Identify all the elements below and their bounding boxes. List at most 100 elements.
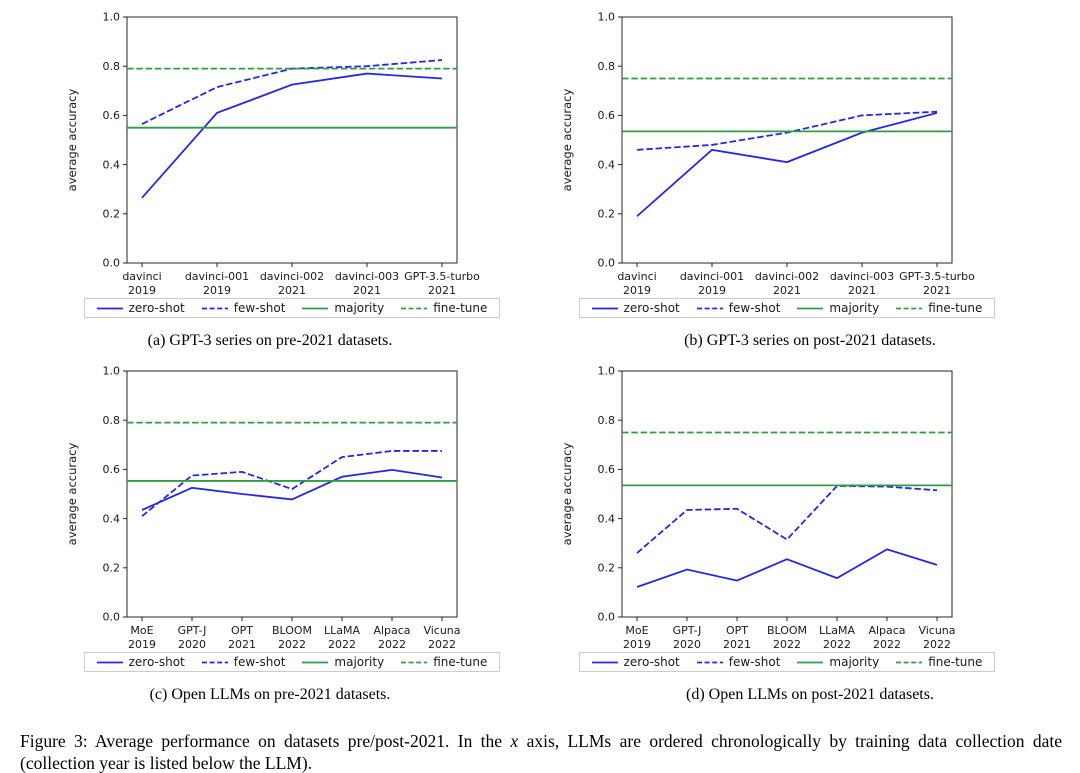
y-tick-label: 0.0 bbox=[598, 611, 616, 624]
legend-sample-solid-line-icon bbox=[96, 661, 123, 663]
legend-label-few-shot: few-shot bbox=[728, 655, 781, 669]
figure-caption: Figure 3: Average performance on dataset… bbox=[20, 730, 1062, 773]
legend-label-majority: majority bbox=[334, 301, 385, 315]
y-tick-label: 0.6 bbox=[103, 463, 121, 476]
x-tick-label-year: 2019 bbox=[698, 284, 726, 297]
y-tick-label: 0.8 bbox=[103, 414, 121, 427]
legend-item-zero-shot: zero-shot bbox=[96, 301, 185, 315]
legend-wrap-a: zero-shot few-shot majority fine-tune bbox=[60, 298, 540, 318]
plot-box bbox=[621, 16, 953, 264]
legend-c: zero-shot few-shot majority fine-tune bbox=[83, 652, 501, 672]
x-tick-label-model: GPT-3.5-turbo bbox=[404, 270, 480, 283]
x-tick-label-model: OPT bbox=[231, 624, 253, 637]
legend-sample-dashed-line-icon bbox=[401, 661, 428, 663]
legend-item-few-shot: few-shot bbox=[201, 301, 286, 315]
legend-label-majority: majority bbox=[829, 655, 880, 669]
x-tick-label-model: Alpaca bbox=[373, 624, 410, 637]
legend-sample-dashed-line-icon bbox=[696, 661, 723, 663]
legend-item-few-shot: few-shot bbox=[201, 655, 285, 669]
x-tick-label-model: davinci-003 bbox=[335, 270, 399, 283]
legend-item-majority: majority bbox=[797, 655, 879, 669]
y-axis-label: average accuracy bbox=[65, 88, 79, 191]
series-zero-shot-line bbox=[141, 72, 443, 199]
legend-item-zero-shot: zero-shot bbox=[591, 301, 680, 315]
legend-item-majority: majority bbox=[302, 301, 384, 315]
x-tick-label-year: 2021 bbox=[428, 284, 456, 297]
legend-sample-solid-line-icon bbox=[797, 661, 824, 663]
x-tick-label-model: OPT bbox=[726, 624, 748, 637]
y-axis-label: average accuracy bbox=[560, 88, 574, 191]
legend-item-zero-shot: zero-shot bbox=[591, 655, 680, 669]
y-tick-label: 0.2 bbox=[598, 208, 616, 221]
y-tick-label: 0.4 bbox=[598, 158, 616, 171]
x-tick-label-model: Alpaca bbox=[868, 624, 905, 637]
y-tick-label: 0.2 bbox=[103, 562, 121, 575]
chart-block-b: 0.0 0.2 0.4 0.6 0.8 1.0 average accuracy davinc… bbox=[555, 10, 1035, 318]
legend-item-zero-shot: zero-shot bbox=[96, 655, 185, 669]
legend-b: zero-shot few-shot majority fine-tune bbox=[578, 298, 996, 318]
x-tick-label-year: 2021 bbox=[923, 284, 951, 297]
series-few-shot-line bbox=[141, 59, 443, 125]
x-tick-label-model: GPT-J bbox=[673, 624, 702, 637]
legend-sample-solid-line-icon bbox=[591, 307, 618, 309]
legend-sample-dashed-line-icon bbox=[696, 307, 723, 309]
x-tick-label-year: 2022 bbox=[823, 638, 851, 651]
x-tick-label-year: 2022 bbox=[328, 638, 356, 651]
x-tick-label-year: 2022 bbox=[773, 638, 801, 651]
x-tick-label-model: GPT-J bbox=[178, 624, 207, 637]
x-tick-label-year: 2022 bbox=[428, 638, 456, 651]
y-tick-label: 0.8 bbox=[598, 60, 616, 73]
y-tick-label: 1.0 bbox=[103, 365, 121, 378]
y-tick-label: 0.2 bbox=[103, 208, 121, 221]
chart-block-d: 0.0 0.2 0.4 0.6 0.8 1.0 average accuracy MoE 201… bbox=[555, 364, 1035, 672]
y-tick-label: 0.6 bbox=[103, 109, 121, 122]
legend-item-few-shot: few-shot bbox=[696, 655, 781, 669]
subplot-a: 0.0 0.2 0.4 0.6 0.8 1.0 average accuracy davinc… bbox=[0, 10, 540, 352]
y-tick-label: 0.2 bbox=[598, 562, 616, 575]
legend-sample-solid-line-icon bbox=[302, 307, 329, 309]
y-tick-label: 0.6 bbox=[598, 109, 616, 122]
legend-item-few-shot: few-shot bbox=[696, 301, 780, 315]
plot-box bbox=[126, 16, 458, 264]
legend-sample-solid-line-icon bbox=[591, 661, 618, 663]
legend-sample-dashed-line-icon bbox=[896, 661, 923, 663]
chart-block-a: 0.0 0.2 0.4 0.6 0.8 1.0 average accuracy davinc… bbox=[60, 10, 540, 318]
y-tick-label: 0.0 bbox=[103, 611, 121, 624]
y-tick-label: 0.4 bbox=[103, 158, 121, 171]
series-zero-shot-line bbox=[636, 548, 938, 588]
figure-caption-suffix: axis, LLMs are ordered chronologically b… bbox=[20, 731, 1062, 773]
x-tick-label-model: LLaMA bbox=[324, 624, 360, 637]
y-axis-label: average accuracy bbox=[560, 442, 574, 545]
legend-label-fine-tune: fine-tune bbox=[928, 655, 983, 669]
legend-d: zero-shot few-shot majority fine-tune bbox=[578, 652, 996, 672]
legend-sample-dashed-line-icon bbox=[401, 307, 428, 309]
y-tick-label: 1.0 bbox=[598, 11, 616, 24]
legend-label-few-shot: few-shot bbox=[233, 301, 286, 315]
legend-wrap-b: zero-shot few-shot majority fine-tune bbox=[555, 298, 1035, 318]
legend-item-fine-tune: fine-tune bbox=[896, 301, 982, 315]
y-tick-label: 0.8 bbox=[598, 414, 616, 427]
y-tick-label: 0.0 bbox=[598, 257, 616, 270]
legend-sample-solid-line-icon bbox=[302, 661, 329, 663]
x-tick-label-year: 2021 bbox=[848, 284, 876, 297]
legend-label-zero-shot: zero-shot bbox=[623, 301, 680, 315]
x-tick-label-year: 2021 bbox=[278, 284, 306, 297]
chart-a: 0.0 0.2 0.4 0.6 0.8 1.0 average accuracy davinc… bbox=[65, 11, 480, 297]
x-tick-label-model: MoE bbox=[625, 624, 648, 637]
legend-sample-solid-line-icon bbox=[96, 307, 123, 309]
figure-caption-italic-x: x bbox=[510, 731, 519, 751]
x-tick-label-year: 2021 bbox=[228, 638, 256, 651]
x-tick-label-model: LLaMA bbox=[819, 624, 855, 637]
subplot-caption-c: (c) Open LLMs on pre-2021 datasets. bbox=[149, 686, 391, 703]
legend-label-majority: majority bbox=[334, 655, 385, 669]
x-tick-label-model: davinci-001 bbox=[680, 270, 744, 283]
chart-block-c: 0.0 0.2 0.4 0.6 0.8 1.0 average accuracy MoE 201… bbox=[60, 364, 540, 672]
chart-b: 0.0 0.2 0.4 0.6 0.8 1.0 average accuracy davinc… bbox=[560, 11, 975, 297]
figure-caption-prefix: Figure 3: Average performance on dataset… bbox=[20, 731, 511, 751]
y-tick-label: 0.8 bbox=[103, 60, 121, 73]
series-few-shot-line bbox=[141, 450, 442, 517]
x-tick-label-model: davinci-001 bbox=[185, 270, 249, 283]
y-tick-label: 0.0 bbox=[103, 257, 121, 270]
y-tick-label: 0.4 bbox=[598, 512, 616, 525]
